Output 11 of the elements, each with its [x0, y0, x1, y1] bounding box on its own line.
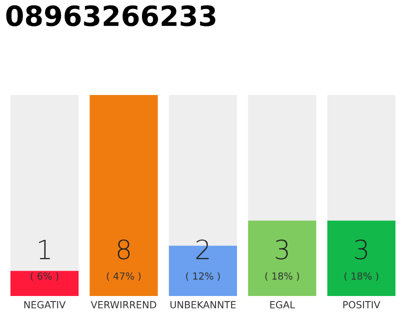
x-tick-label: NEGATIV: [24, 301, 66, 308]
data-label: 3 ( 18% ): [265, 239, 300, 281]
x-tick-label: EGAL: [270, 301, 295, 308]
x-tick-label: VERWIRREND: [90, 301, 156, 308]
data-label: 8 ( 47% ): [106, 239, 141, 281]
x-tick-label: POSITIV: [343, 301, 380, 308]
data-label: 1 ( 6% ): [30, 240, 58, 281]
data-label: 3 ( 18% ): [344, 239, 378, 281]
x-tick-label: UNBEKANNTE: [170, 301, 236, 308]
chart-title: 08963266233: [6, 5, 216, 26]
bar: [10, 270, 79, 296]
